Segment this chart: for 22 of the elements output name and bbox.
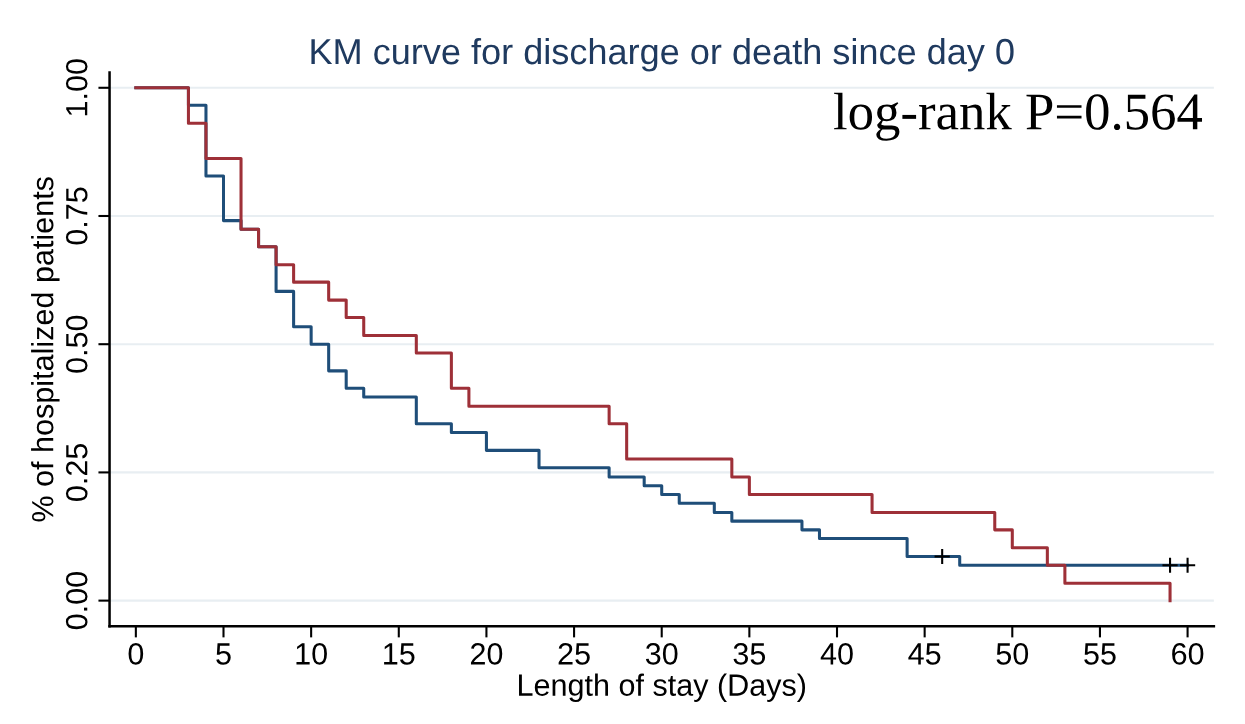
y-tick-label: 0.50: [65, 315, 88, 373]
annotation: log-rank P=0.564: [834, 92, 1203, 141]
x-tick-label: 25: [558, 643, 590, 665]
x-tick-label: 0: [128, 643, 144, 665]
y-tick-label: 0.25: [65, 443, 88, 501]
x-tick-label: 35: [733, 643, 766, 665]
x-axis-title: Length of stay (Days): [519, 673, 806, 702]
y-tick-label: 0.00: [65, 572, 88, 630]
x-tick-label: 30: [645, 643, 678, 665]
x-tick-label: 40: [820, 643, 853, 665]
x-tick-label: 60: [1172, 643, 1204, 665]
x-tick-label: 10: [296, 643, 327, 665]
x-tick-label: 15: [384, 643, 415, 665]
y-axis-title: % of hospitalized patients: [31, 177, 60, 522]
x-tick-label: 5: [216, 643, 231, 665]
y-tick-label: 1.00: [65, 59, 88, 116]
x-tick-label: 55: [1084, 643, 1116, 665]
chart-title: KM curve for discharge or death since day 0: [311, 37, 1014, 72]
x-tick-label: 20: [470, 643, 503, 665]
x-tick-label: 50: [996, 643, 1029, 665]
y-tick-label: 0.75: [65, 187, 88, 245]
x-tick-label: 45: [908, 643, 941, 665]
